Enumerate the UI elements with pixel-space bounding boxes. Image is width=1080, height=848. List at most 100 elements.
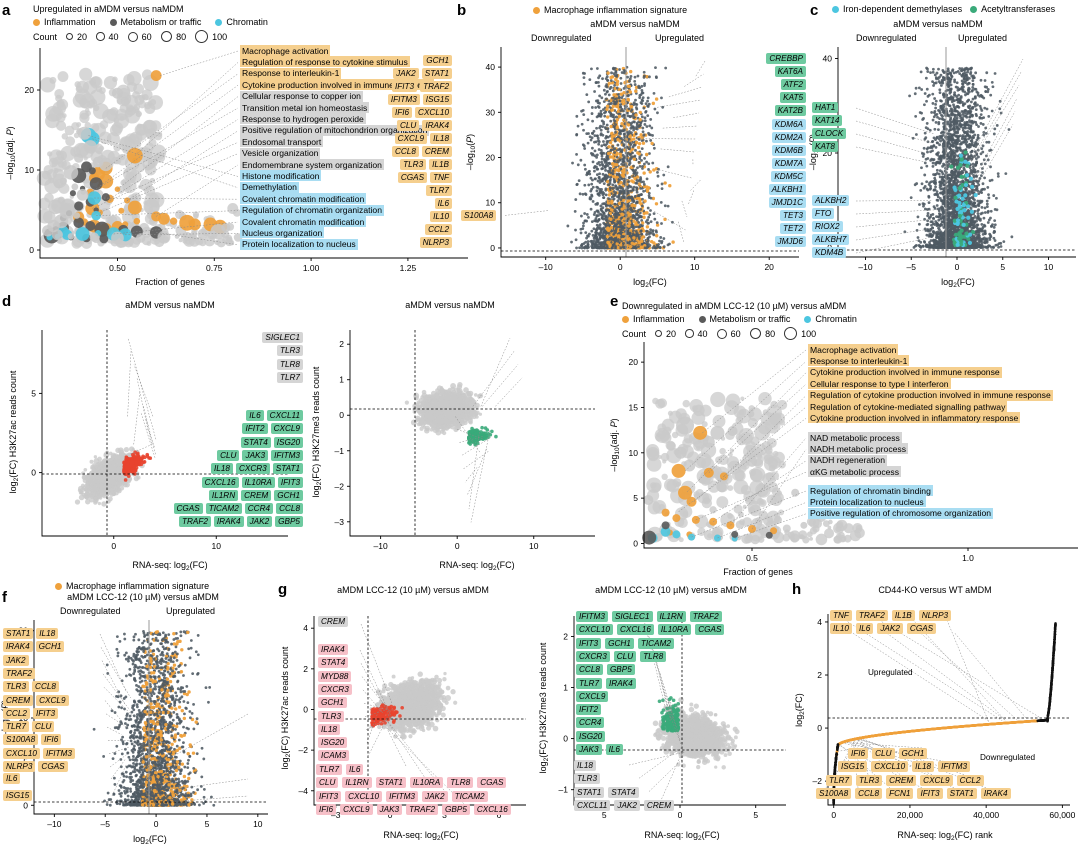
gene-label-row: IFITM3 ISG15 [387, 94, 452, 105]
data-point [931, 140, 935, 143]
data-point [617, 112, 621, 116]
data-point [635, 196, 640, 200]
data-point [628, 231, 632, 235]
data-point [605, 227, 610, 232]
data-point [626, 94, 630, 98]
data-point [931, 226, 934, 230]
data-point [636, 116, 640, 120]
count-ring-icon [96, 32, 105, 41]
data-point [986, 186, 990, 189]
data-point [599, 109, 603, 113]
data-point [610, 221, 614, 225]
data-point [973, 215, 977, 218]
data-point [134, 161, 146, 173]
data-point [599, 204, 603, 208]
gene-label-row: IFI6 CXCL10 [391, 107, 452, 118]
data-point [74, 88, 91, 105]
data-point [119, 116, 125, 121]
data-point [641, 91, 645, 95]
data-point [604, 168, 607, 172]
data-point [646, 236, 650, 240]
data-point [629, 126, 633, 130]
data-point [618, 158, 622, 161]
data-point [590, 182, 594, 186]
data-point [974, 140, 978, 144]
data-point [953, 78, 957, 82]
data-point [614, 130, 617, 134]
panel-c-up-note: Upregulated [958, 33, 1008, 43]
data-point [655, 243, 659, 247]
data-point [979, 107, 983, 110]
data-point [89, 177, 103, 190]
data-point [169, 217, 178, 225]
go-term-label: Nucleus organization [240, 227, 325, 239]
data-point [640, 239, 644, 243]
data-point [608, 186, 612, 190]
data-point [998, 107, 1002, 111]
data-point [968, 166, 972, 170]
data-point [611, 96, 614, 100]
count-value: 80 [176, 31, 187, 42]
data-point [588, 172, 592, 176]
data-point [618, 103, 622, 107]
data-point [605, 246, 609, 250]
gene-label: GCH1 [423, 55, 452, 66]
data-point [622, 158, 625, 162]
data-point [646, 218, 649, 222]
data-point [959, 149, 963, 152]
panel-b-axes [500, 47, 799, 258]
count-legend-label: Count [33, 31, 58, 42]
data-point [645, 246, 649, 250]
data-point [103, 75, 118, 90]
data-point [961, 100, 964, 104]
data-point [609, 171, 613, 175]
data-point [606, 71, 610, 75]
data-point [627, 180, 630, 184]
data-point [619, 105, 622, 109]
data-point [602, 221, 606, 225]
data-point [633, 239, 636, 243]
data-point [648, 152, 651, 155]
data-point [598, 181, 602, 184]
data-point [621, 213, 625, 217]
data-point [145, 128, 157, 140]
data-point [607, 193, 612, 197]
gene-label: TRAF2 [420, 81, 452, 92]
data-point [990, 245, 993, 249]
data-point [597, 84, 601, 88]
data-point [611, 169, 615, 173]
data-point [923, 227, 927, 231]
data-point [629, 195, 633, 199]
data-point [640, 84, 644, 88]
data-point [615, 242, 619, 246]
data-point [47, 151, 53, 157]
data-point [582, 128, 585, 132]
data-point [630, 179, 634, 183]
gene-label: CLU [396, 120, 420, 131]
data-point [596, 186, 600, 190]
data-point [587, 234, 590, 238]
data-point [606, 240, 610, 245]
data-point [603, 176, 607, 180]
data-point [939, 139, 942, 143]
data-point [75, 227, 90, 241]
data-point [619, 92, 624, 96]
data-point [628, 159, 632, 163]
gene-label: IL1B [429, 159, 452, 170]
data-point [640, 89, 644, 92]
data-point [626, 111, 629, 115]
data-point [627, 227, 631, 230]
data-point [972, 179, 976, 183]
data-point [644, 110, 648, 114]
data-point [960, 137, 964, 141]
data-point [611, 104, 615, 109]
data-point [662, 237, 666, 240]
data-point [654, 202, 659, 206]
data-point [74, 81, 81, 88]
data-point [622, 242, 625, 245]
go-term-label: Cellular response to copper ion [240, 90, 363, 102]
data-point [618, 178, 622, 182]
data-point [76, 122, 82, 128]
data-point [925, 223, 929, 227]
gene-label: CXCL9 [394, 133, 428, 144]
